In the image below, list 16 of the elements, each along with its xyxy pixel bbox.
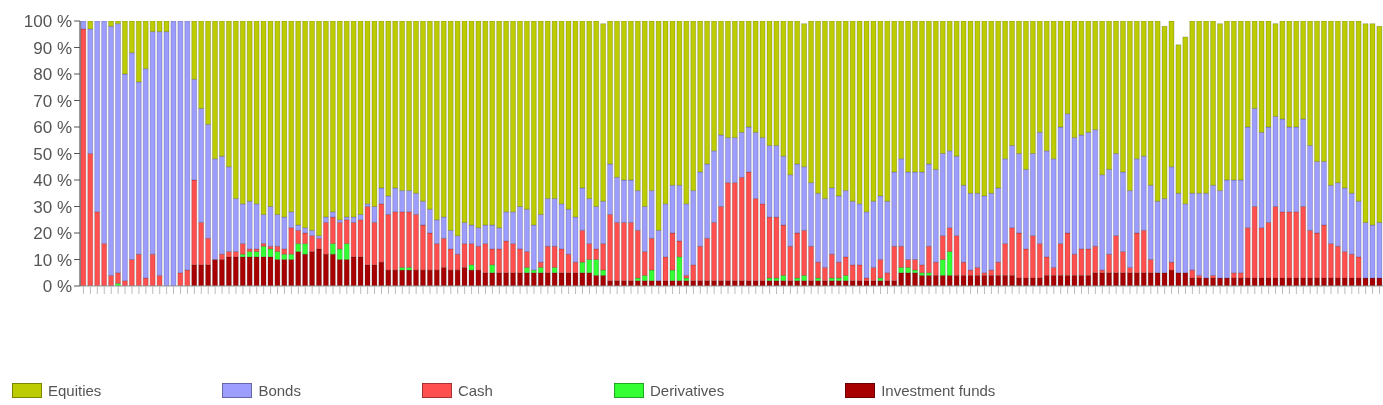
legend-label: Cash	[457, 381, 493, 399]
y-tick-label: 50 %	[33, 144, 72, 164]
y-tick-label: 60 %	[33, 118, 72, 138]
y-tick-label: 40 %	[33, 171, 72, 191]
y-tick-label: 30 %	[33, 197, 72, 217]
y-tick-label: 70 %	[33, 91, 72, 111]
y-tick-label: 10 %	[33, 250, 72, 270]
legend-label: Investment funds	[881, 381, 996, 399]
legend-label: Equities	[48, 381, 102, 399]
y-tick-label: 20 %	[33, 224, 72, 244]
y-tick-label: 100 %	[23, 12, 72, 32]
y-tick-label: 90 %	[33, 38, 72, 58]
legend-label: Bonds	[258, 381, 301, 399]
y-tick-label: 0 %	[42, 277, 72, 297]
legend-label: Derivatives	[649, 381, 725, 399]
y-tick-label: 80 %	[33, 65, 72, 85]
